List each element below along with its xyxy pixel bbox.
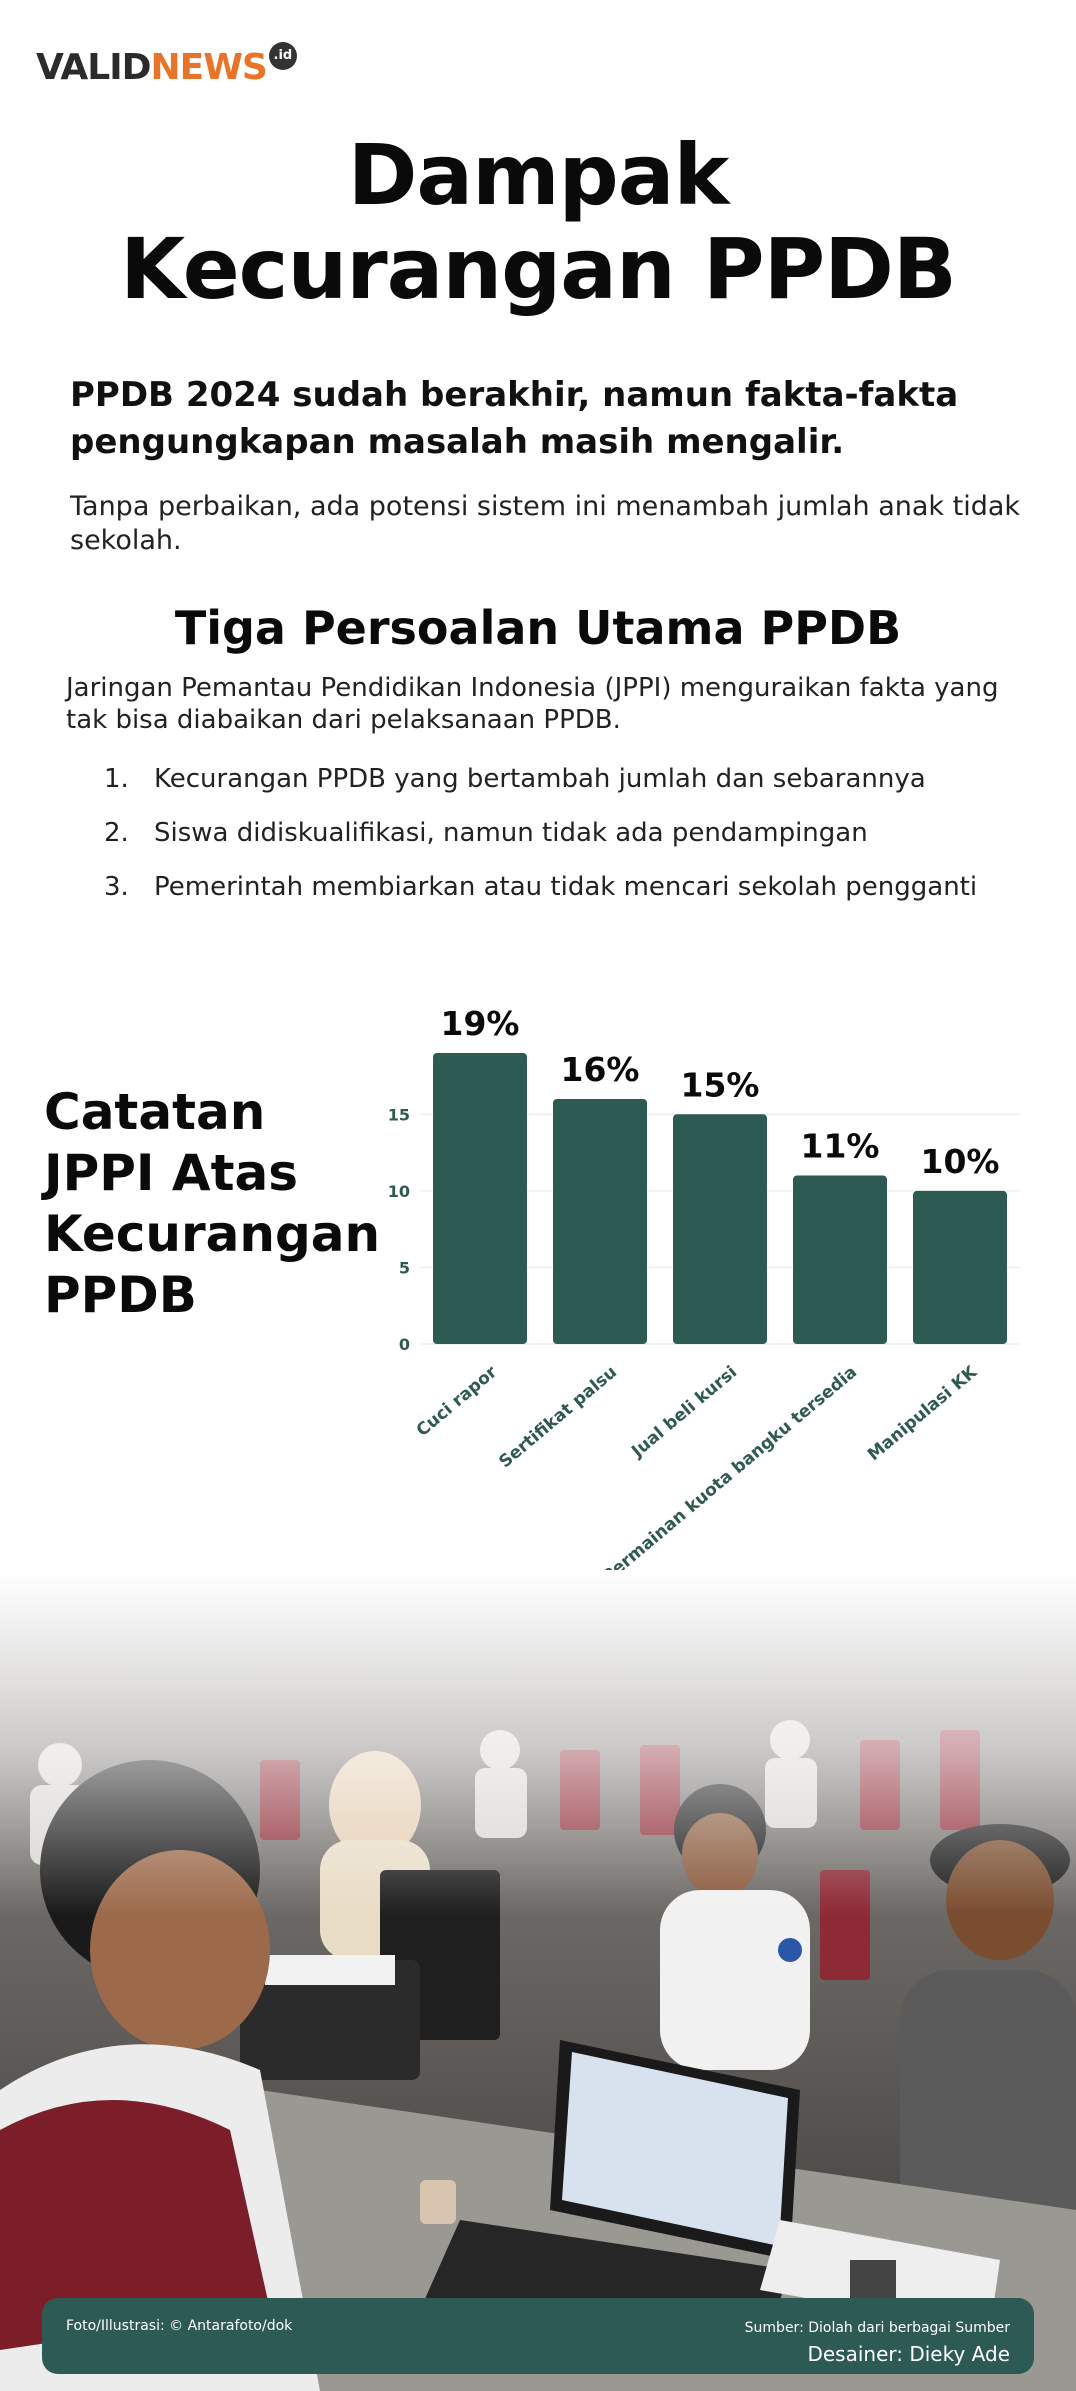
list-item-number: 3. [104, 872, 129, 902]
bar [553, 1098, 647, 1344]
x-tick-label: Jual beli kursi [627, 1362, 741, 1462]
x-tick-label: Cuci rapor [413, 1362, 502, 1441]
registration-scene-illustration [0, 1570, 1076, 2391]
y-tick-label: 5 [399, 1258, 410, 1277]
issues-title: Tiga Persoalan Utama PPDB [174, 601, 902, 655]
sub-text: Tanpa perbaikan, ada potensi sistem ini … [70, 491, 1021, 556]
data-label: 19% [441, 1004, 520, 1043]
list-item: 1. Kecurangan PPDB yang bertambah jumlah… [104, 762, 1024, 816]
chart-section-title: Catatan JPPI Atas Kecurangan PPDB [44, 1083, 381, 1324]
x-tick-label: Manipulasi KK [864, 1362, 982, 1465]
data-label: 15% [681, 1065, 760, 1104]
title-line-1: Dampak [347, 126, 730, 224]
logo-wordmark: VALIDNEWS [36, 40, 268, 96]
list-item-text: Siswa didiskualifikasi, namun tidak ada … [154, 818, 868, 848]
source-text: Sumber: Diolah dari berbagai Sumber [744, 2320, 1010, 2336]
bar [913, 1190, 1007, 1344]
logo-tld-badge: .id [268, 42, 297, 70]
y-tick-label: 10 [388, 1182, 410, 1201]
lead-text: PPDB 2024 sudah berakhir, namun fakta-fa… [70, 375, 959, 462]
bar [793, 1175, 887, 1344]
bar [433, 1053, 527, 1344]
data-label: 11% [801, 1127, 880, 1166]
bar [673, 1114, 767, 1344]
valid-news-logo[interactable]: VALIDNEWS .id [36, 40, 297, 100]
bar-chart-svg: 0 5 10 15 19% Cuci rapor 16% Sertifikat palsu 15… [388, 1004, 1020, 1587]
logo-accent-text: NEWS [150, 47, 268, 88]
list-item-text: Kecurangan PPDB yang bertambah jumlah da… [154, 764, 926, 794]
footer-bar: Foto/Illustrasi: © Antarafoto/dok Sumber… [42, 2298, 1034, 2374]
background-photo [0, 1570, 1076, 2391]
x-tick-label: Permainan kuota bangku tersedia [598, 1362, 861, 1587]
data-label: 10% [921, 1142, 1000, 1181]
data-label: 16% [561, 1050, 640, 1089]
logo-main-text: VALID [36, 47, 151, 88]
y-tick-label: 0 [399, 1335, 410, 1354]
page-title: Dampak Kecurangan PPDB [0, 128, 1076, 316]
list-item: 3. Pemerintah membiarkan atau tidak menc… [104, 870, 1024, 924]
x-tick-label: Sertifikat palsu [495, 1362, 621, 1472]
designer-text: Desainer: Dieky Ade [807, 2342, 1010, 2366]
list-item: 2. Siswa didiskualifikasi, namun tidak a… [104, 816, 1024, 870]
photo-credit: Foto/Illustrasi: © Antarafoto/dok [66, 2318, 293, 2334]
list-item-text: Pemerintah membiarkan atau tidak mencari… [154, 872, 978, 902]
title-line-2: Kecurangan PPDB [120, 220, 957, 318]
y-tick-label: 15 [388, 1105, 410, 1124]
issues-list: 1. Kecurangan PPDB yang bertambah jumlah… [104, 762, 1024, 924]
list-item-number: 2. [104, 818, 129, 848]
list-item-number: 1. [104, 764, 129, 794]
issues-description: Jaringan Pemantau Pendidikan Indonesia (… [66, 673, 999, 735]
bar-chart: 0 5 10 15 19% Cuci rapor 16% Sertifikat palsu 15… [370, 980, 1030, 1600]
